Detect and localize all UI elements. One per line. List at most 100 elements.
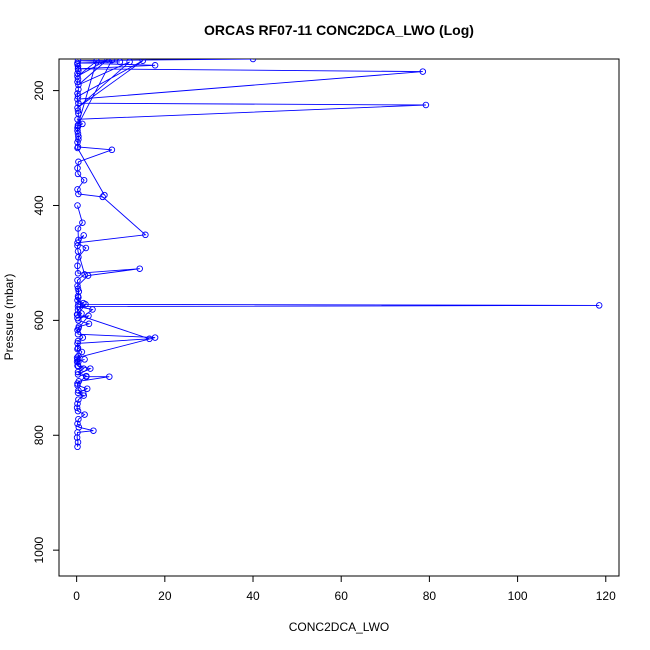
series-3 bbox=[73, 202, 153, 397]
series-2 bbox=[74, 59, 147, 129]
data-point bbox=[126, 59, 133, 66]
data-point bbox=[73, 404, 81, 411]
data-point bbox=[419, 68, 427, 75]
data-point bbox=[74, 438, 82, 446]
data-point bbox=[74, 368, 82, 376]
series-line bbox=[76, 205, 150, 394]
data-point bbox=[142, 231, 149, 239]
data-point bbox=[99, 193, 106, 201]
data-point bbox=[74, 314, 81, 322]
data-point bbox=[75, 99, 82, 107]
data-point bbox=[75, 110, 82, 117]
data-point bbox=[87, 365, 94, 372]
data-point bbox=[74, 70, 81, 77]
series-1 bbox=[73, 59, 603, 451]
data-point bbox=[74, 78, 81, 86]
y-axis: 200 400 600 800 1000 bbox=[32, 80, 60, 564]
data-point bbox=[89, 306, 96, 313]
data-point bbox=[101, 191, 108, 199]
data-point bbox=[74, 306, 82, 314]
y-tick-label: 400 bbox=[32, 195, 46, 215]
x-tick-label: 40 bbox=[246, 589, 260, 603]
data-point bbox=[74, 248, 82, 255]
y-tick-label: 200 bbox=[32, 80, 46, 100]
data-point bbox=[106, 373, 113, 380]
data-point bbox=[78, 310, 85, 317]
data-point bbox=[74, 144, 81, 152]
data-point bbox=[139, 59, 147, 64]
data-point bbox=[80, 176, 88, 184]
data-point bbox=[75, 294, 82, 301]
data-point bbox=[79, 219, 86, 226]
data-point bbox=[74, 262, 81, 270]
series-line bbox=[77, 59, 144, 126]
data-point bbox=[74, 297, 81, 304]
data-point bbox=[80, 392, 87, 399]
data-point bbox=[74, 420, 81, 428]
data-point bbox=[74, 202, 81, 209]
data-point bbox=[82, 244, 90, 252]
data-point bbox=[108, 146, 116, 154]
x-tick-label: 20 bbox=[158, 589, 172, 603]
series-line bbox=[76, 303, 90, 363]
data-point bbox=[74, 60, 81, 68]
data-point bbox=[75, 86, 82, 93]
data-point bbox=[74, 186, 81, 193]
data-point bbox=[74, 311, 81, 318]
data-point bbox=[74, 270, 82, 277]
data-point bbox=[75, 325, 82, 332]
data-point bbox=[74, 276, 81, 284]
plot-area-frame bbox=[58, 58, 620, 577]
data-point bbox=[78, 348, 86, 356]
data-point bbox=[151, 62, 159, 69]
data-point bbox=[104, 59, 111, 63]
data-point bbox=[81, 271, 88, 278]
data-point bbox=[136, 265, 143, 272]
x-axis-label: CONC2DCA_LWO bbox=[289, 620, 389, 634]
data-point bbox=[74, 107, 82, 114]
data-point bbox=[75, 190, 82, 198]
data-point bbox=[75, 396, 82, 403]
data-point bbox=[93, 59, 100, 65]
data-point bbox=[79, 334, 87, 341]
data-point bbox=[146, 335, 153, 343]
data-point bbox=[85, 320, 93, 328]
x-tick-label: 0 bbox=[73, 589, 80, 603]
data-point bbox=[249, 59, 257, 63]
data-point bbox=[81, 356, 88, 363]
data-point bbox=[80, 365, 87, 372]
data-point bbox=[74, 225, 82, 232]
data-point bbox=[80, 232, 87, 239]
y-axis-label: Pressure (mbar) bbox=[2, 274, 16, 361]
data-point bbox=[81, 411, 88, 418]
data-point bbox=[83, 385, 91, 392]
data-point bbox=[73, 358, 81, 365]
chart-title: ORCAS RF07-11 CONC2DCA_LWO (Log) bbox=[204, 22, 474, 38]
data-point bbox=[74, 380, 81, 387]
data-point bbox=[75, 415, 82, 423]
data-point bbox=[75, 387, 82, 394]
data-point bbox=[595, 302, 603, 309]
y-tick-label: 1000 bbox=[32, 536, 46, 563]
series-5 bbox=[73, 301, 92, 365]
x-axis: 0 20 40 60 80 100 120 bbox=[73, 575, 616, 603]
data-point bbox=[74, 356, 81, 363]
data-point bbox=[83, 372, 90, 380]
x-tick-label: 100 bbox=[508, 589, 528, 603]
x-tick-label: 120 bbox=[596, 589, 616, 603]
y-tick-label: 800 bbox=[32, 425, 46, 445]
data-point bbox=[422, 101, 430, 109]
data-point bbox=[74, 400, 81, 407]
data-point bbox=[74, 407, 82, 415]
y-tick-label: 600 bbox=[32, 310, 46, 330]
data-point bbox=[84, 272, 92, 279]
data-point bbox=[108, 59, 116, 64]
series-line bbox=[77, 64, 105, 196]
data-point bbox=[74, 63, 82, 70]
data-point bbox=[82, 301, 89, 308]
series-4 bbox=[74, 60, 108, 199]
data-point bbox=[74, 164, 81, 172]
data-point bbox=[75, 67, 82, 74]
data-point bbox=[74, 345, 81, 353]
